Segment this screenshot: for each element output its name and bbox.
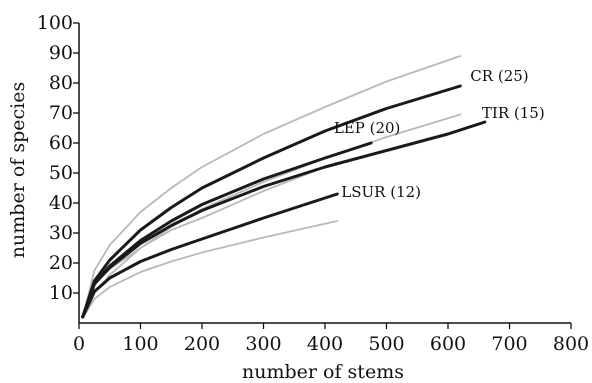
series-line-tir	[81, 120, 487, 319]
y-tick-label: 70	[49, 102, 73, 124]
y-axis-title: number of species	[7, 82, 29, 258]
x-tick-label: 300	[245, 333, 281, 355]
y-tick-label: 40	[49, 192, 73, 214]
y-tick-label: 90	[49, 42, 73, 64]
curve-label: LSUR (12)	[341, 183, 421, 201]
y-tick-label: 30	[49, 222, 73, 244]
x-tick-label: 200	[184, 333, 220, 355]
y-tick-label: 60	[49, 132, 73, 154]
axes-layer: 0 100 200 300 400 500 600 700 800 10 20 30 40 50 60 70 8…	[37, 12, 589, 355]
curve-label: LEP (20)	[334, 119, 401, 137]
x-tick-label: 0	[73, 333, 85, 355]
x-tick-label: 700	[491, 333, 527, 355]
x-tick-label: 500	[368, 333, 404, 355]
y-tick-label: 80	[49, 72, 73, 94]
confidence-bound-line	[84, 220, 339, 315]
series-line-cr	[81, 84, 462, 319]
x-tick-label: 400	[307, 333, 343, 355]
curve-label: TIR (15)	[482, 104, 545, 122]
x-tick-label: 600	[430, 333, 466, 355]
y-tick-label: 20	[49, 252, 73, 274]
confidence-bound-line	[84, 55, 462, 309]
x-tick-label: 100	[122, 333, 158, 355]
series-line-lsur	[81, 192, 339, 319]
labels-layer: CR (25) TIR (15) LEP (20) LSUR (12)	[334, 67, 545, 201]
y-tick-label: 10	[49, 282, 73, 304]
y-tick-label: 50	[49, 162, 73, 184]
x-axis-title: number of stems	[242, 361, 404, 383]
series-line-lep	[81, 141, 373, 319]
curve-label: CR (25)	[470, 67, 528, 85]
curves-layer	[81, 55, 487, 319]
x-tick-label: 800	[553, 333, 589, 355]
y-tick-label: 100	[37, 12, 73, 34]
